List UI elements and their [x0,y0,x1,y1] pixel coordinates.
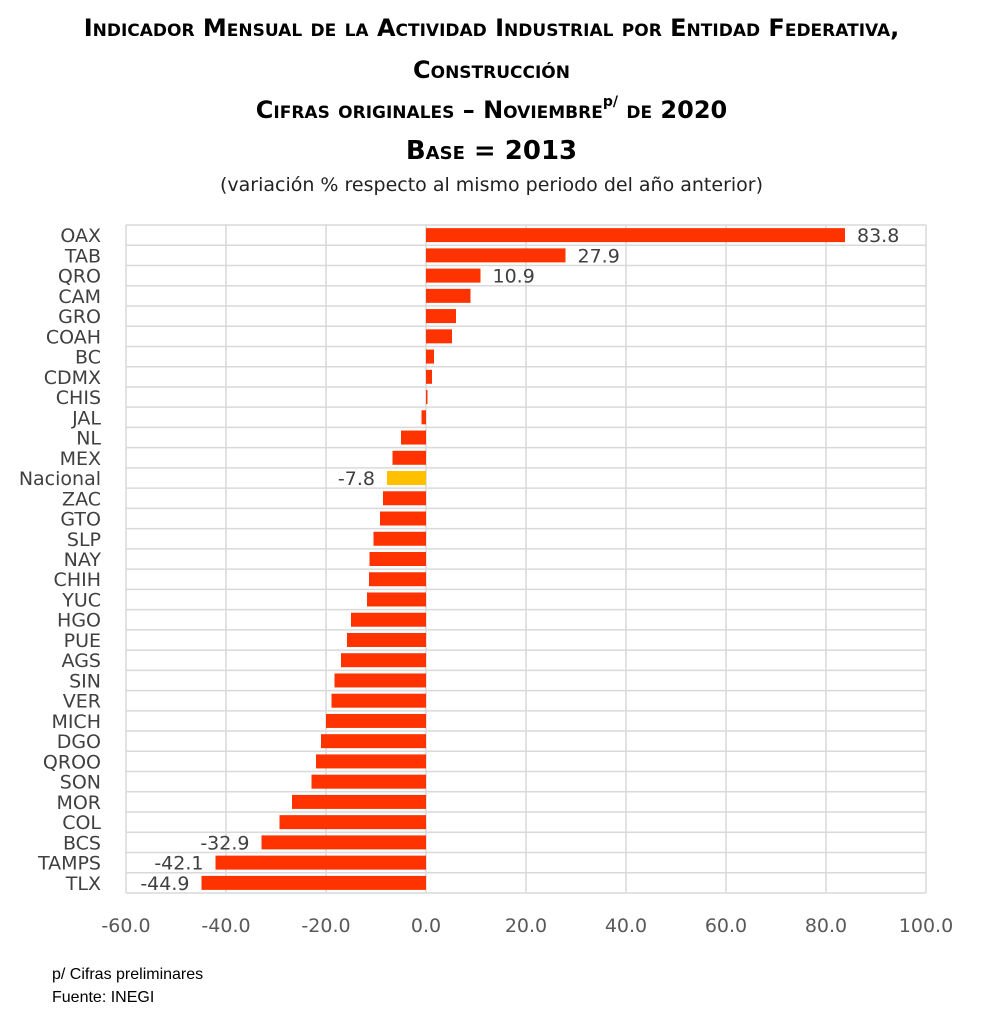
data-label-oax: 83.8 [857,225,899,247]
bar-zac [383,491,426,506]
category-label-hgo: HGO [57,610,101,632]
bar-cam [426,288,471,303]
data-label-nacional: -7.8 [338,468,375,490]
x-tick-labels: -60.0 -40.0 -20.0 0.0 20.0 40.0 60.0 80.0 100.0 [101,915,953,937]
x-tick-label: 40.0 [605,915,647,937]
data-label-tab: 27.9 [578,245,620,267]
bar-tamps [215,855,426,870]
category-label-gto: GTO [60,509,101,531]
bar-cdmx [426,369,432,384]
data-label-tamps: -42.1 [154,853,203,875]
x-tick-label: 80.0 [805,915,847,937]
bar-pue [347,632,426,647]
category-label-cdmx: CDMX [44,367,101,389]
category-label-chis: CHIS [56,387,101,409]
category-label-tab: TAB [64,245,101,267]
bar-tlx [201,875,426,890]
bar-col [279,815,426,830]
x-tick-label: 20.0 [505,915,547,937]
bar-slp [373,531,426,546]
category-label-yuc: YUC [61,589,101,611]
category-label-mex: MEX [60,448,101,470]
category-label-pue: PUE [64,630,101,652]
bar-nay [369,552,426,566]
bar-gto [380,511,426,526]
bar-qroo [316,754,426,769]
category-label-cam: CAM [58,286,101,308]
title-line-3-tail: de 2020 [618,96,728,124]
data-labels: 83.8 27.9 10.9 -7.8 -32.9-42.1-44.9 [140,225,899,895]
bar-oax [426,228,845,243]
x-tick-label: -20.0 [301,915,350,937]
x-tick-label: -40.0 [201,915,250,937]
category-label-tamps: TAMPS [37,853,101,875]
data-label-tlx: -44.9 [140,873,189,895]
x-tick-label: 60.0 [705,915,747,937]
bar-jal [421,410,426,425]
bar-son [311,774,426,789]
data-label-qro: 10.9 [493,266,535,288]
category-label-gro: GRO [58,306,101,328]
category-label-chih: CHIH [54,569,101,591]
title-line-3-main: Cifras originales – Noviembre [255,96,603,124]
category-label-sin: SIN [69,670,101,692]
bar-bcs [261,835,426,850]
category-label-coah: COAH [46,326,101,348]
category-label-bcs: BCS [63,832,101,854]
footnote-source: Fuente: INEGI [52,989,155,1006]
data-label-bcs: -32.9 [200,832,249,854]
bar-bc [426,349,434,364]
bars [201,228,845,890]
bar-mor [292,794,426,809]
bar-chart: OAXTABQROCAMGROCOAHBCCDMXCHISJALNLMEXNac… [19,224,953,937]
category-label-dgo: DGO [57,731,101,753]
x-tick-label: 100.0 [899,915,953,937]
footnote-preliminary: p/ Cifras preliminares [52,966,204,983]
x-tick-label: 0.0 [411,915,441,937]
bar-yuc [367,592,426,607]
bar-mich [326,713,426,728]
gridlines [125,224,927,894]
x-tick-label: -60.0 [101,915,150,937]
bar-ags [341,653,426,668]
category-label-jal: JAL [71,407,101,429]
title-line-1: Indicador Mensual de la Actividad Indust… [83,14,900,42]
category-label-col: COL [62,812,101,834]
category-label-nl: NL [76,428,101,450]
category-label-son: SON [60,772,101,794]
category-labels: OAXTABQROCAMGROCOAHBCCDMXCHISJALNLMEXNac… [19,225,102,895]
title-line-3: Cifras originales – Noviembrep/ de 2020 [0,94,983,124]
bar-mex [392,450,426,465]
category-label-zac: ZAC [62,488,101,510]
category-label-bc: BC [75,347,101,369]
category-label-ver: VER [63,691,101,713]
bar-coah [426,329,452,344]
category-label-ags: AGS [62,650,101,672]
title-line-4: Base = 2013 [405,136,578,166]
bar-ver [331,693,426,708]
bar-nl [401,430,426,445]
preliminary-superscript: p/ [602,94,618,110]
category-label-qro: QRO [58,266,101,288]
title-line-2: Construcción [413,56,570,84]
bar-chih [369,572,426,587]
bar-gro [426,309,456,324]
category-label-qroo: QROO [43,751,101,773]
category-label-tlx: TLX [65,873,101,895]
category-label-mor: MOR [56,792,101,814]
category-label-mich: MICH [51,711,101,733]
chart-subtitle: (variación % respecto al mismo periodo d… [219,174,764,196]
bar-sin [334,673,426,688]
bar-tab [426,248,566,263]
bar-chis [426,390,428,405]
category-label-slp: SLP [67,529,101,551]
bar-hgo [351,612,426,627]
bar-dgo [321,734,426,749]
category-label-nacional: Nacional [19,468,101,490]
category-label-oax: OAX [60,225,101,247]
bar-qro [426,268,481,283]
bar-nacional [387,471,426,486]
category-label-nay: NAY [64,549,102,571]
